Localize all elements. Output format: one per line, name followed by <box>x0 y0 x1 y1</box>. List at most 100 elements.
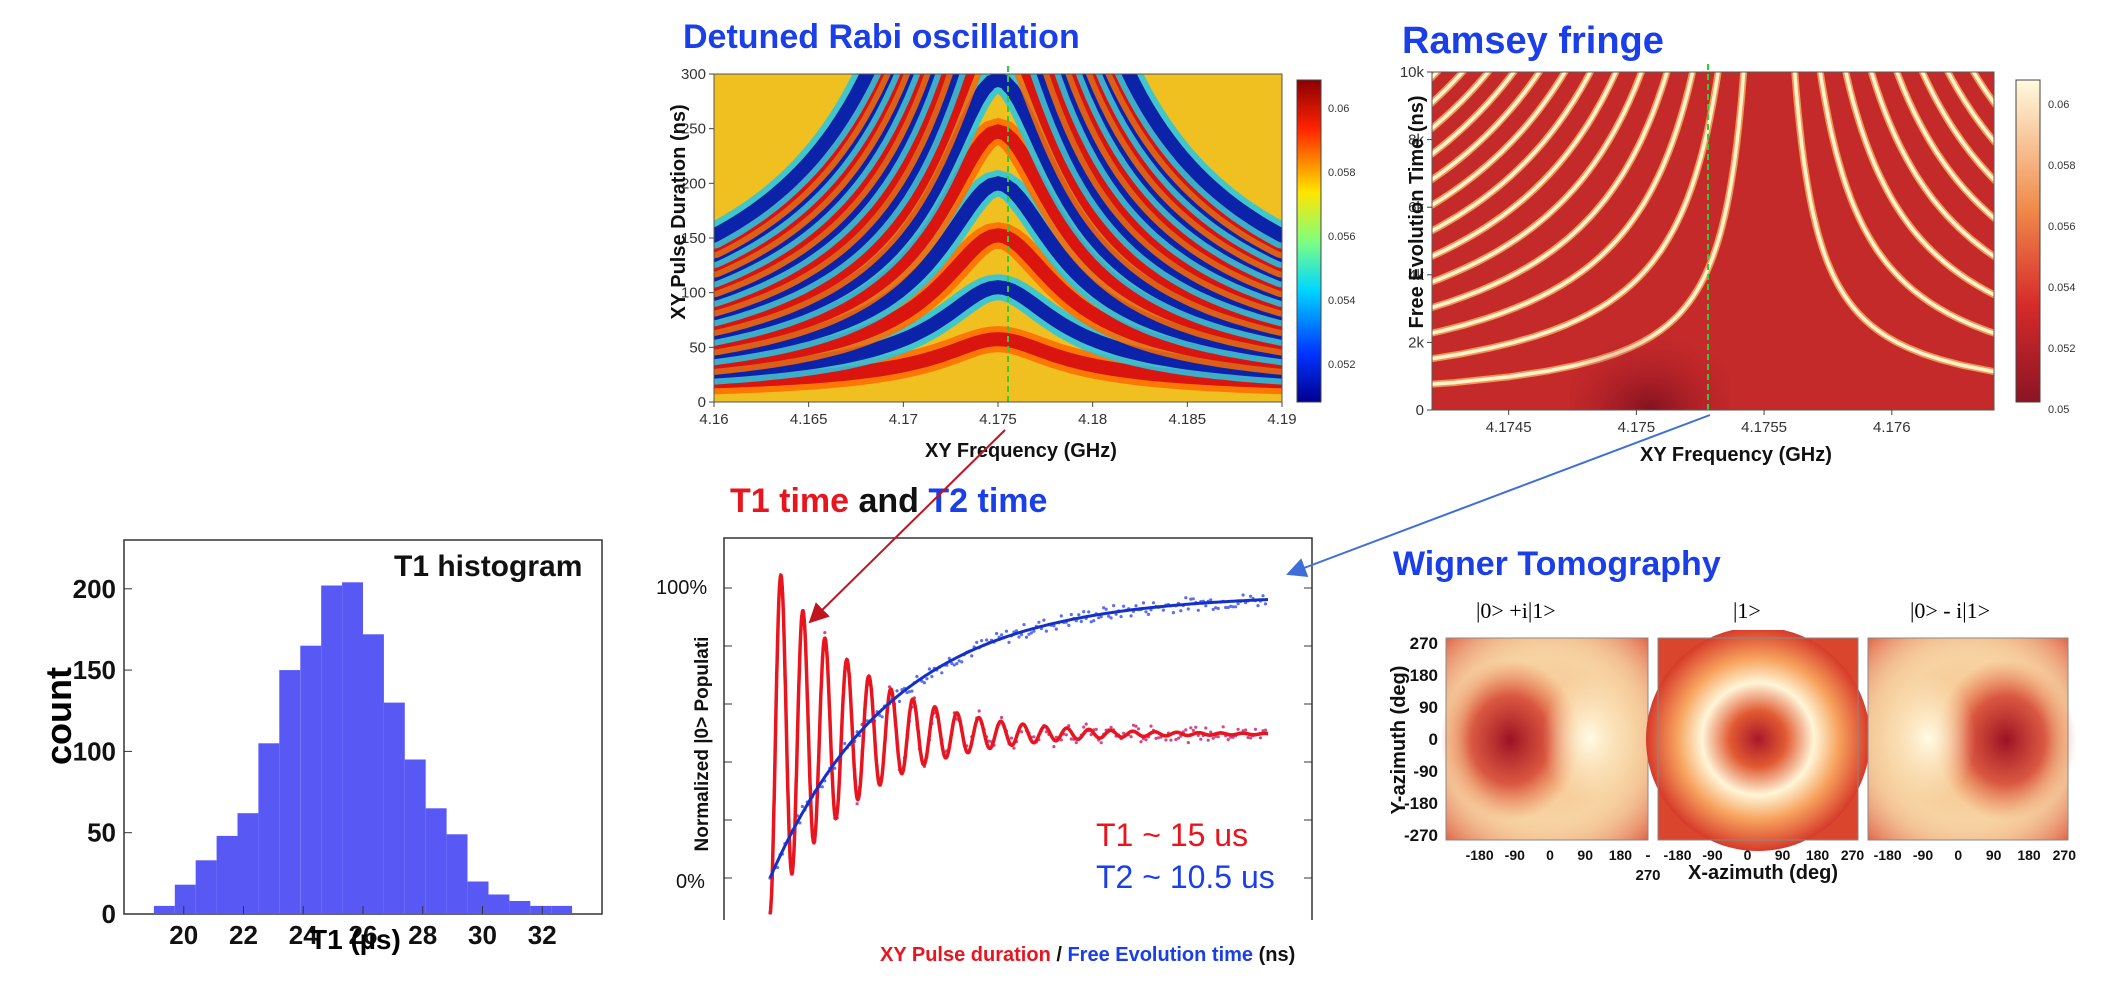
decay-t1-point <box>1027 632 1031 636</box>
ramsey-x-tick-label: 4.175 <box>1618 419 1656 436</box>
decay-t1-point <box>1019 633 1024 637</box>
decay-xlabel-part2: Free Evolution time <box>1067 944 1254 966</box>
decay-t1-point <box>1211 607 1215 611</box>
wigner-x-tick-label: -90 <box>1505 847 1525 863</box>
decay-t2-point <box>1000 715 1004 720</box>
histogram-bar <box>216 835 238 914</box>
ramsey-fringe <box>1432 72 1618 259</box>
decay-t2-point <box>1082 725 1086 729</box>
decay-t1-point <box>1234 605 1238 609</box>
rabi-y-tick-label: 50 <box>689 339 706 356</box>
decay-t1-point <box>1102 606 1106 610</box>
decay-t2-point <box>1144 738 1148 742</box>
decay-x-axis-label: XY Pulse duration / Free Evolution time … <box>880 944 1295 967</box>
decay-t2-point <box>1194 725 1198 729</box>
ramsey-y-tick-label: 6k <box>1408 199 1424 216</box>
decay-t1-point <box>925 677 929 681</box>
wigner-label-2: |1> <box>1733 598 1761 623</box>
histogram-bar <box>509 901 531 914</box>
decay-t1-point <box>1067 623 1071 627</box>
rabi-band-red <box>714 228 1282 369</box>
decay-title: T1 time and T2 time <box>730 482 1047 521</box>
decay-t1-point <box>957 659 961 663</box>
rabi-y-tick-label: 150 <box>681 230 706 247</box>
histogram-bar <box>446 834 468 914</box>
rabi-colorbar-tick-label: 0.058 <box>1328 167 1356 179</box>
decay-t2-point <box>1032 735 1036 739</box>
histogram-chart: 0 50 100 150 200 20 22 24 26 28 30 32 T1 histogram <box>73 539 603 950</box>
decay-t2-point <box>1226 738 1230 742</box>
decay-t1-point <box>922 681 926 685</box>
wigner-x-tick-label: 270 <box>2053 847 2077 863</box>
decay-t2-point <box>823 631 827 635</box>
decay-t1-point <box>1069 612 1073 617</box>
decay-title-t1: T1 time <box>730 482 850 520</box>
wigner-y-axis-label: Y-azimuth (deg) <box>1388 665 1410 815</box>
decay-t1-point <box>985 638 989 642</box>
decay-t1-point <box>1092 619 1096 623</box>
decay-t1-point <box>915 674 919 679</box>
decay-t2-point <box>1174 737 1178 742</box>
decay-t1-point <box>1029 631 1033 635</box>
decay-t1-point <box>905 691 909 695</box>
decay-y-minor-ticks <box>724 587 1312 879</box>
ramsey-colorbar-tick-label: 0.058 <box>2048 160 2076 172</box>
ramsey-y-tick-label: 2k <box>1408 334 1424 351</box>
decay-t1-point <box>833 766 837 770</box>
ramsey-fringe <box>1370 60 1404 400</box>
histogram-bar <box>279 670 301 914</box>
decay-t2-point <box>1134 724 1138 728</box>
decay-y-axis-label: Normalized |0> Populati <box>692 636 713 852</box>
decay-t2-point <box>1094 727 1098 731</box>
histogram-x-tick-label: 22 <box>229 920 258 950</box>
decay-xlabel-unit: (ns) <box>1253 944 1296 966</box>
decay-title-mid: and <box>849 482 929 520</box>
decay-t2-point <box>1211 736 1215 740</box>
decay-t1-point <box>955 662 959 666</box>
decay-t1-point <box>820 785 824 789</box>
decay-t2-point <box>1131 723 1136 727</box>
ramsey-fringe <box>1432 72 1542 182</box>
wigner-x-tick-label: 90 <box>1775 847 1791 863</box>
decay-y-0-label: 0% <box>676 871 705 893</box>
decay-t1-point <box>895 689 899 693</box>
decay-t2-point <box>1129 735 1133 739</box>
decay-y-100-label: 100% <box>656 577 707 599</box>
rabi-band-blue <box>714 176 1282 360</box>
decay-t2-point <box>1216 735 1220 739</box>
decay-t1-point <box>1122 604 1126 608</box>
decay-t2-point <box>1164 738 1168 742</box>
ramsey-fringe <box>1432 72 1491 131</box>
decay-chart: 0100002000030000400005000060000 100% 0% … <box>656 537 1313 920</box>
histogram-y-tick-label: 0 <box>102 899 116 929</box>
decay-t1-point <box>1082 610 1086 614</box>
decay-t1-point <box>800 804 804 809</box>
ramsey-colorbar-tick-label: 0.052 <box>2048 343 2076 355</box>
decay-t1-point <box>1151 601 1156 605</box>
decay-t1-point <box>947 656 951 660</box>
decay-t1-point <box>1119 615 1123 619</box>
decay-t2-point <box>1012 746 1016 750</box>
decay-t2-point <box>1209 730 1213 734</box>
rabi-x-tick-label: 4.18 <box>1078 411 1107 428</box>
histogram-x-tick-label: 32 <box>528 920 557 950</box>
wigner-y-tick-label: -270 <box>1404 826 1438 845</box>
rabi-y-tick-label: 0 <box>698 394 706 411</box>
ramsey-fringe <box>1432 72 1695 335</box>
rabi-colorbar <box>1296 79 1322 403</box>
decay-t1-point <box>1196 608 1200 612</box>
ramsey-center-shade <box>1570 280 1730 410</box>
decay-t2-point <box>1156 736 1160 740</box>
decay-t2-point <box>1189 726 1193 730</box>
ramsey-x-axis-label: XY Frequency (GHz) <box>1640 444 1832 466</box>
wigner-x-axis-label: X-azimuth (deg) <box>1688 862 1838 884</box>
histogram-bar <box>551 905 573 914</box>
wigner-x-tick-label: 180 <box>2017 847 2041 863</box>
decay-t2-point <box>1249 736 1253 740</box>
wigner-x-tick-label: 0 <box>1744 847 1752 863</box>
wigner-label-1: |0> +i|1> <box>1476 598 1556 623</box>
rabi-band-blue <box>714 74 1282 243</box>
decay-t2-curve <box>768 572 1269 915</box>
decay-t2-point <box>1191 728 1195 732</box>
decay-t1-point <box>907 690 911 694</box>
